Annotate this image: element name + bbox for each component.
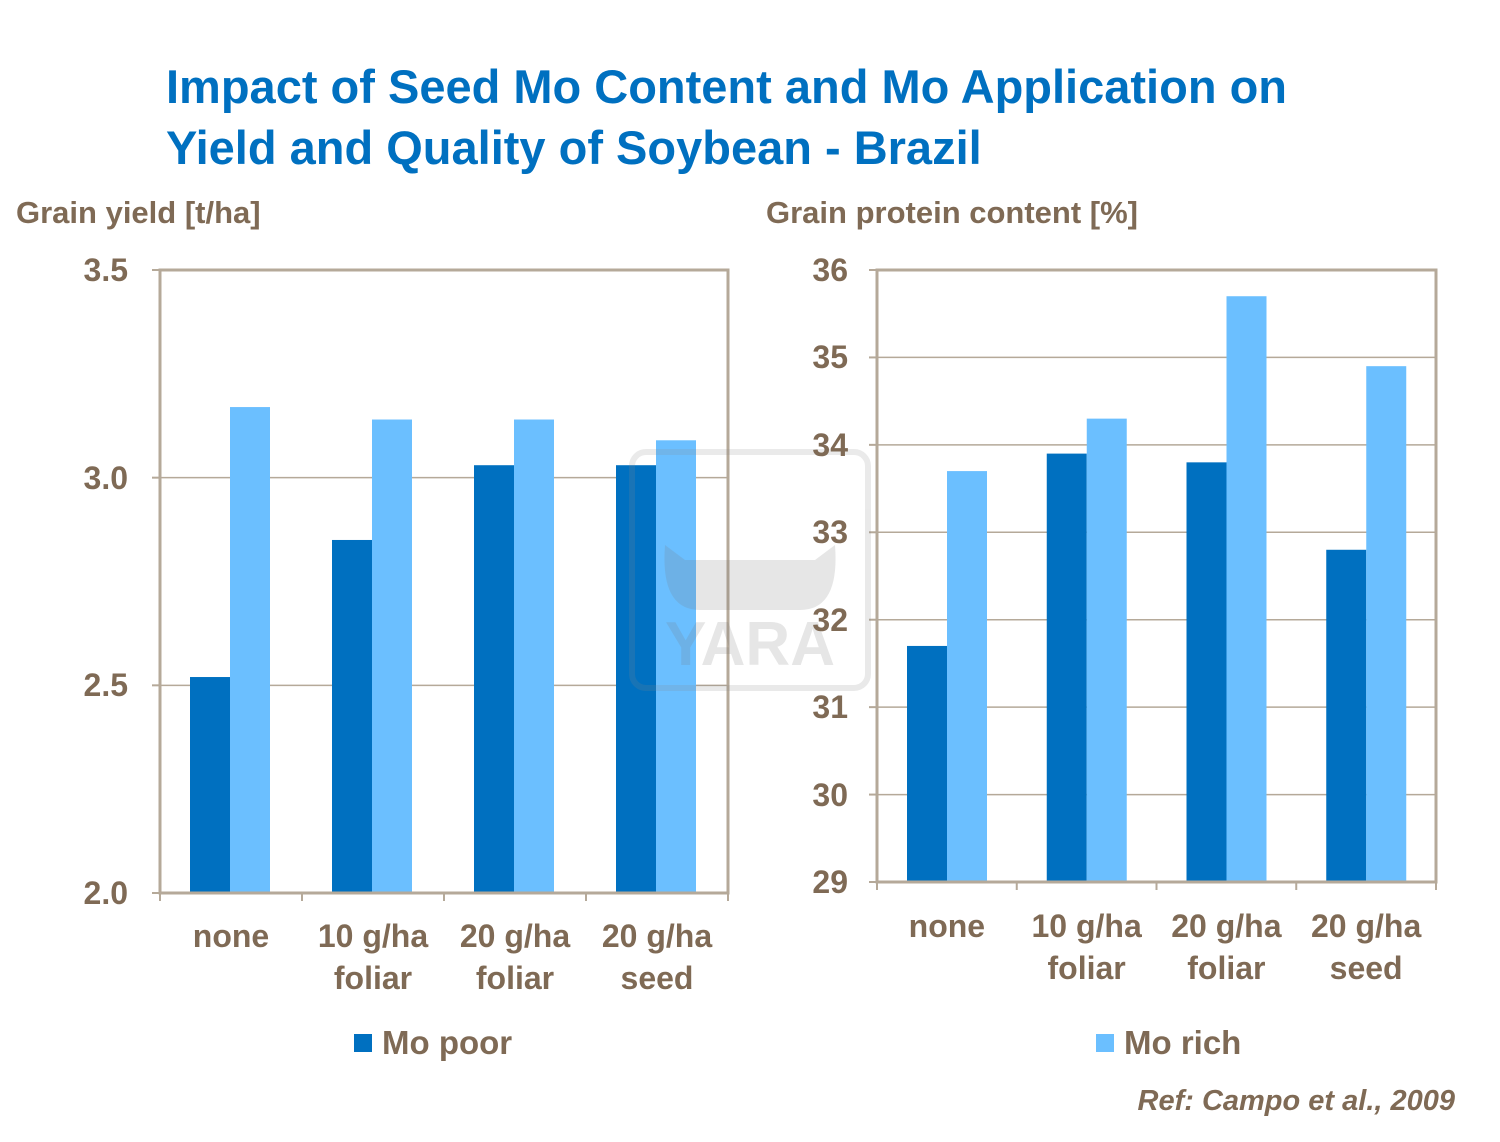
bar-mo-rich [230,407,270,893]
category-label: none [192,918,270,954]
slide-title: Impact of Seed Mo Content and Mo Applica… [166,60,1288,174]
plot-frame [875,268,1438,884]
y-tick-label: 32 [812,601,848,638]
legend-item-mo-rich: Mo rich [1096,1024,1241,1062]
y-tick-label: 3.5 [83,252,128,288]
bar-mo-rich [1086,418,1127,882]
category-label: 20 g/ha seed [601,918,713,996]
category-label: 20 g/ha seed [1310,908,1422,986]
bar-mo-rich [1366,366,1407,883]
plot-frame [158,268,730,895]
bar-mo-poor [190,677,230,893]
bar-mo-poor [616,465,656,893]
category-label: 20 g/ha foliar [1171,908,1282,986]
legend-label-mo-rich: Mo rich [1124,1024,1242,1061]
legend-swatch-mo-rich [1096,1034,1114,1052]
bar-mo-poor [1186,462,1227,882]
bar-mo-rich [947,471,987,882]
protein-axis-title: Grain protein content [%] [766,195,1138,230]
y-tick-label: 3.0 [83,459,128,496]
reference: Ref: Campo et al., 2009 [1137,1085,1456,1117]
bar-mo-rich [372,419,412,893]
legend-label-mo-poor: Mo poor [382,1024,513,1061]
y-tick-label: 31 [812,689,848,726]
category-label: 10 g/ha foliar [317,918,429,996]
category-label: 20 g/ha foliar [459,918,571,996]
bar-mo-poor [332,539,372,893]
bar-mo-rich [1226,296,1267,882]
bar-mo-rich [656,440,696,893]
bar-mo-poor [1046,453,1087,882]
bar-mo-rich [514,419,554,893]
legend-item-mo-poor: Mo poor [354,1024,512,1062]
bar-mo-poor [474,465,514,893]
bar-mo-poor [907,645,947,882]
y-tick-label: 36 [812,252,848,288]
svg-text:YARA: YARA [665,610,835,679]
y-tick-label: 34 [812,426,848,463]
category-label: 10 g/ha foliar [1031,908,1142,986]
y-tick-label: 29 [812,864,848,900]
yield-axis-title: Grain yield [t/ha] [16,195,261,230]
bar-mo-poor [1326,549,1367,882]
y-tick-label: 2.5 [83,667,128,704]
y-tick-label: 30 [812,776,848,813]
legend-swatch-mo-poor [354,1034,372,1052]
category-label: none [908,908,986,944]
y-tick-label: 33 [812,514,848,551]
y-tick-label: 2.0 [83,875,128,911]
yara-logo-watermark: YARA [629,449,871,691]
y-tick-label: 35 [812,339,848,376]
